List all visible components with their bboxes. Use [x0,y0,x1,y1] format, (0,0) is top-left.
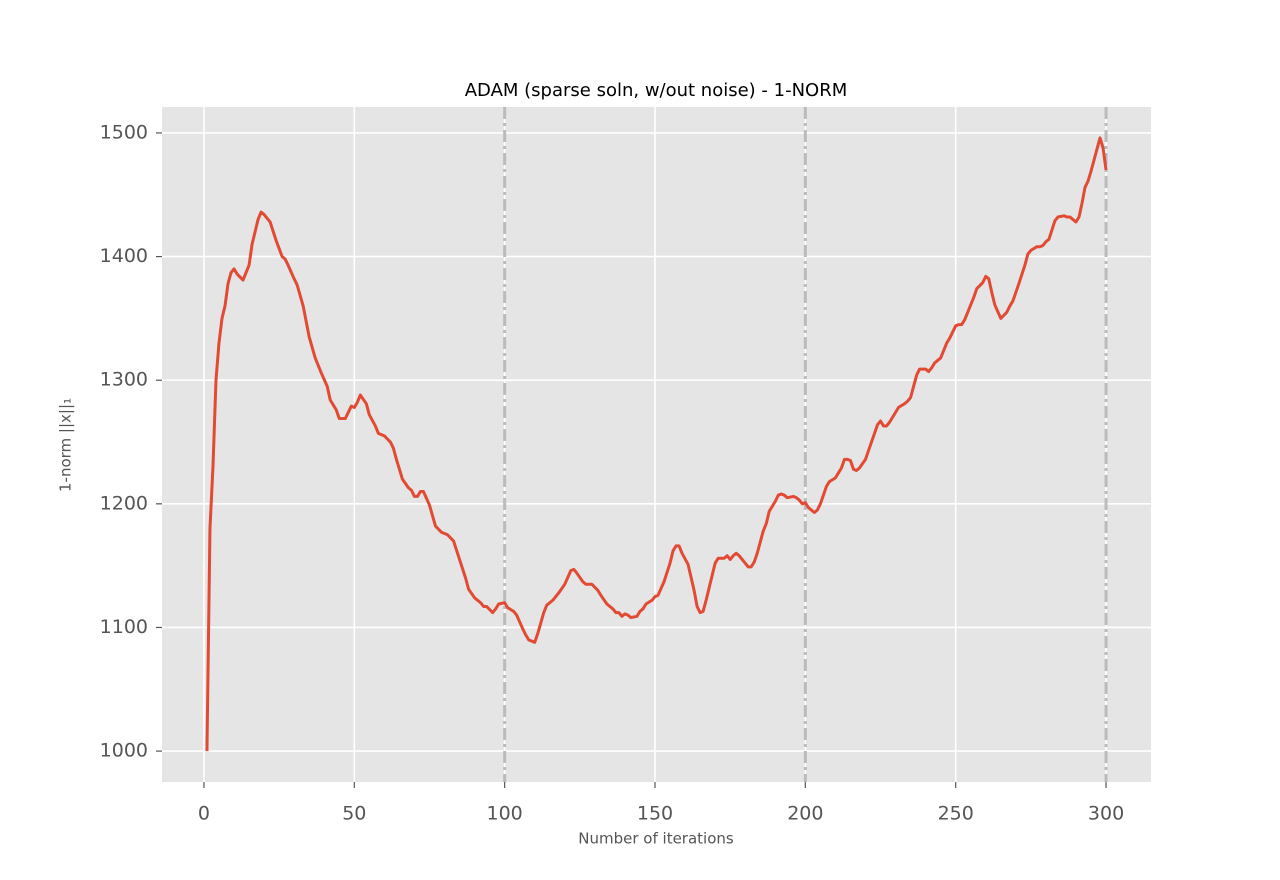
x-tick-label: 250 [938,803,974,825]
y-tick-label: 1100 [100,616,148,638]
y-tick-label: 1200 [100,492,148,514]
x-tick-label: 200 [787,803,823,825]
x-axis-label: Number of iterations [578,830,734,848]
chart-title: ADAM (sparse soln, w/out noise) - 1-NORM [465,80,848,101]
x-tick-label: 100 [487,803,523,825]
x-tick-label: 300 [1088,803,1124,825]
x-tick-label: 150 [637,803,673,825]
y-tick-label: 1400 [100,245,148,267]
y-axis-label: 1-norm ||x||₁ [57,398,75,492]
x-tick-label: 50 [342,803,366,825]
y-tick-label: 1000 [100,740,148,762]
y-tick-label: 1500 [100,121,148,143]
data-line [205,136,1108,752]
plot-area [162,107,1151,782]
y-tick-label: 1300 [100,369,148,391]
x-tick-label: 0 [198,803,210,825]
